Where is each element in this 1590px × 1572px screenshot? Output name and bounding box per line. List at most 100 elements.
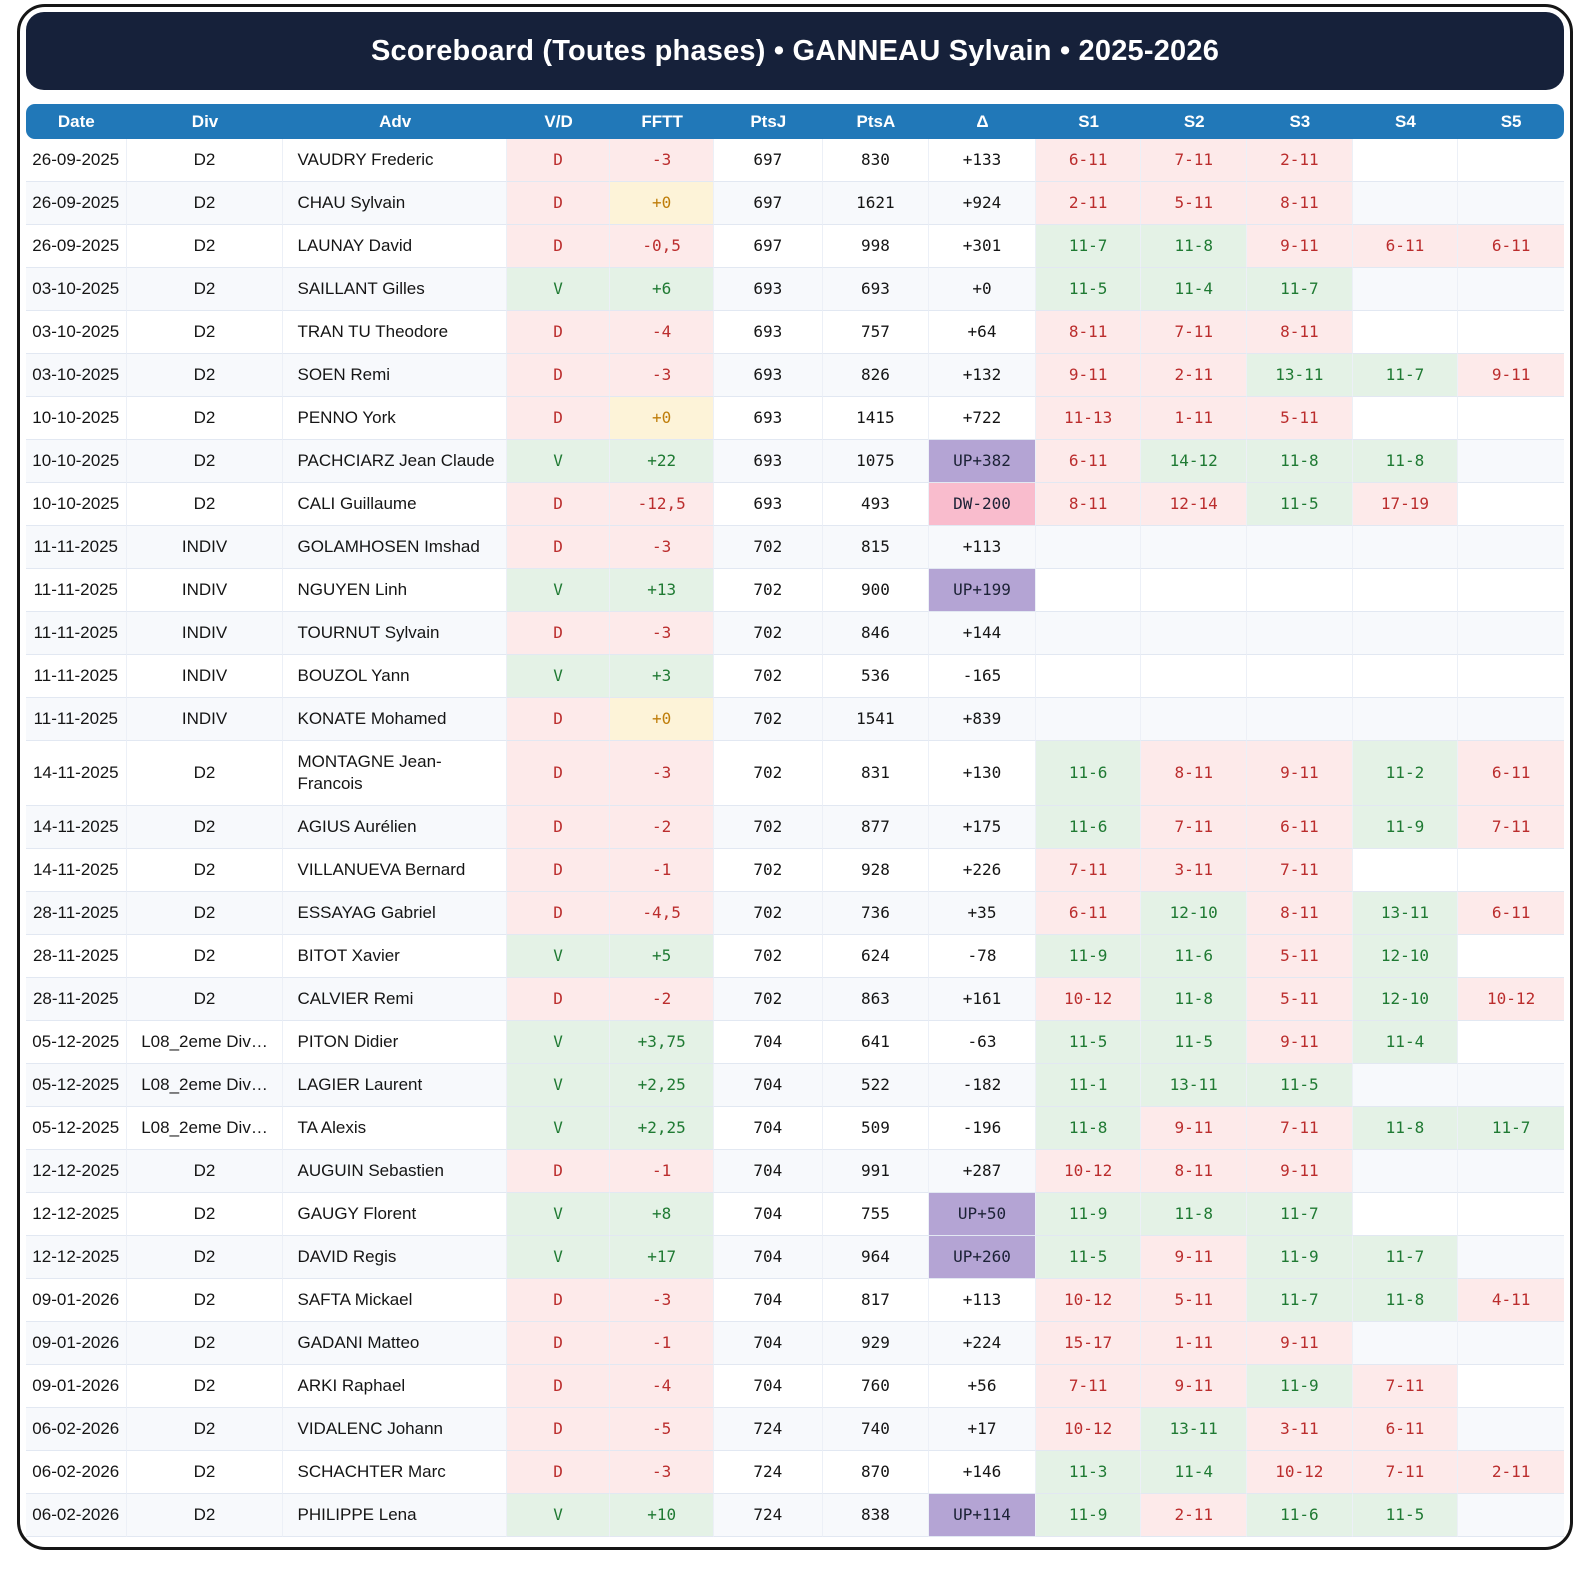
division-cell: D2: [126, 892, 284, 935]
division-cell: D2: [126, 1494, 284, 1537]
fftt-points-cell: +0: [610, 182, 714, 225]
points-opponent-cell: 755: [822, 1193, 930, 1236]
points-player-cell: 704: [713, 1150, 823, 1193]
result-cell: V: [506, 1021, 611, 1064]
date-cell: 03-10-2025: [26, 354, 127, 397]
division-cell: D2: [126, 354, 284, 397]
date-cell: 11-11-2025: [26, 655, 127, 698]
fftt-points-cell: -2: [610, 806, 714, 849]
opponent-cell: TA Alexis: [283, 1107, 507, 1150]
points-opponent-cell: 815: [822, 526, 930, 569]
points-opponent-cell: 877: [822, 806, 930, 849]
set2-cell: 7-11: [1141, 806, 1248, 849]
points-opponent-cell: 624: [822, 935, 930, 978]
points-player-cell: 702: [713, 892, 823, 935]
fftt-points-cell: -12,5: [610, 483, 714, 526]
match-row: 12-12-2025 D2 DAVID Regis V +17 704 964 UP+260 1…: [26, 1236, 1564, 1279]
match-row: 03-10-2025 D2 SAILLANT Gilles V +6 693 693 +0 11…: [26, 268, 1564, 311]
result-cell: V: [506, 1236, 611, 1279]
fftt-points-cell: -4,5: [610, 892, 714, 935]
division-cell: D2: [126, 311, 284, 354]
set4-cell: [1352, 1193, 1459, 1236]
division-cell: INDIV: [126, 698, 284, 741]
set1-cell: [1035, 612, 1142, 655]
opponent-cell: TRAN TU Theodore: [283, 311, 507, 354]
division-cell: D2: [126, 440, 284, 483]
set5-cell: 11-7: [1458, 1107, 1564, 1150]
match-row: 11-11-2025 INDIV TOURNUT Sylvain D -3 702 846 +…: [26, 612, 1564, 655]
match-row: 28-11-2025 D2 CALVIER Remi D -2 702 863 +161 10-…: [26, 978, 1564, 1021]
set2-cell: 11-5: [1141, 1021, 1248, 1064]
set1-cell: 10-12: [1035, 1279, 1142, 1322]
fftt-points-cell: -3: [610, 1451, 714, 1494]
points-opponent-cell: 760: [822, 1365, 930, 1408]
result-cell: V: [506, 569, 611, 612]
set2-cell: 9-11: [1141, 1236, 1248, 1279]
delta-cell: -182: [929, 1064, 1036, 1107]
fftt-points-cell: +13: [610, 569, 714, 612]
column-header-s1: S1: [1035, 104, 1142, 139]
points-player-cell: 702: [713, 655, 823, 698]
set3-cell: 8-11: [1247, 182, 1353, 225]
set2-cell: 7-11: [1141, 311, 1248, 354]
points-opponent-cell: 900: [822, 569, 930, 612]
set5-cell: 4-11: [1458, 1279, 1564, 1322]
set1-cell: 11-5: [1035, 1021, 1142, 1064]
points-opponent-cell: 536: [822, 655, 930, 698]
set3-cell: 11-5: [1247, 1064, 1353, 1107]
result-cell: D: [506, 311, 611, 354]
set5-cell: [1458, 311, 1564, 354]
result-cell: D: [506, 1365, 611, 1408]
set1-cell: 11-9: [1035, 935, 1142, 978]
set1-cell: [1035, 526, 1142, 569]
set1-cell: 11-6: [1035, 806, 1142, 849]
set1-cell: [1035, 655, 1142, 698]
points-opponent-cell: 928: [822, 849, 930, 892]
points-player-cell: 704: [713, 1365, 823, 1408]
set3-cell: 8-11: [1247, 311, 1353, 354]
column-header-ptsa: PtsA: [822, 104, 930, 139]
opponent-cell: GAUGY Florent: [283, 1193, 507, 1236]
set2-cell: [1141, 655, 1248, 698]
division-cell: L08_2eme Div…: [126, 1064, 284, 1107]
points-opponent-cell: 831: [822, 741, 930, 806]
result-cell: V: [506, 655, 611, 698]
set3-cell: 9-11: [1247, 741, 1353, 806]
delta-cell: UP+382: [929, 440, 1036, 483]
match-row: 26-09-2025 D2 VAUDRY Frederic D -3 697 830 +133…: [26, 139, 1564, 182]
date-cell: 10-10-2025: [26, 397, 127, 440]
division-cell: INDIV: [126, 526, 284, 569]
set3-cell: 5-11: [1247, 978, 1353, 1021]
points-opponent-cell: 641: [822, 1021, 930, 1064]
delta-cell: -165: [929, 655, 1036, 698]
match-row: 10-10-2025 D2 PACHCIARZ Jean Claude V +22 693…: [26, 440, 1564, 483]
column-header-date: Date: [26, 104, 127, 139]
set4-cell: 11-8: [1352, 1279, 1459, 1322]
delta-cell: +924: [929, 182, 1036, 225]
opponent-cell: DAVID Regis: [283, 1236, 507, 1279]
set3-cell: 7-11: [1247, 1107, 1353, 1150]
points-opponent-cell: 1075: [822, 440, 930, 483]
fftt-points-cell: -4: [610, 1365, 714, 1408]
set3-cell: 13-11: [1247, 354, 1353, 397]
set4-cell: 7-11: [1352, 1365, 1459, 1408]
points-opponent-cell: 1621: [822, 182, 930, 225]
points-player-cell: 702: [713, 849, 823, 892]
result-cell: V: [506, 268, 611, 311]
fftt-points-cell: -3: [610, 1279, 714, 1322]
set2-cell: 5-11: [1141, 1279, 1248, 1322]
set3-cell: 3-11: [1247, 1408, 1353, 1451]
delta-cell: -78: [929, 935, 1036, 978]
division-cell: D2: [126, 182, 284, 225]
set2-cell: [1141, 526, 1248, 569]
set5-cell: [1458, 1150, 1564, 1193]
result-cell: D: [506, 892, 611, 935]
date-cell: 06-02-2026: [26, 1451, 127, 1494]
points-opponent-cell: 509: [822, 1107, 930, 1150]
points-opponent-cell: 929: [822, 1322, 930, 1365]
set1-cell: 9-11: [1035, 354, 1142, 397]
points-player-cell: 693: [713, 440, 823, 483]
points-player-cell: 693: [713, 483, 823, 526]
set2-cell: 11-4: [1141, 1451, 1248, 1494]
set2-cell: 7-11: [1141, 139, 1248, 182]
